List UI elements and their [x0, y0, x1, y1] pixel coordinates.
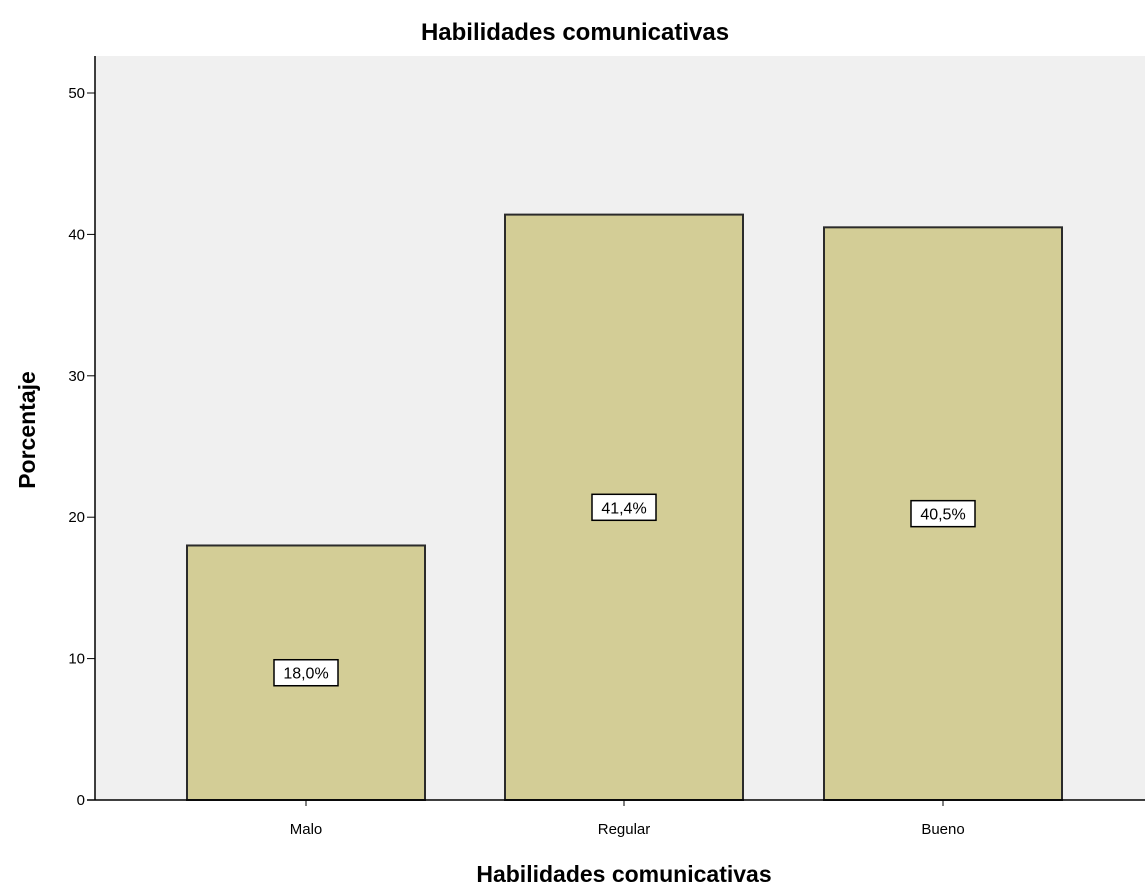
data-label-box: [273, 658, 339, 687]
data-label-box: [910, 499, 976, 528]
chart-title: Habilidades comunicativas: [421, 19, 729, 46]
data-label-box: [591, 493, 657, 522]
y-tick-label: 10: [68, 651, 85, 668]
axes-layer: Malo Regular Bueno 0 10 20 30 40 50: [68, 56, 1145, 838]
data-label: 40,5%: [920, 507, 965, 524]
bars-layer: [186, 213, 1063, 801]
x-tick-label: Bueno: [921, 821, 964, 838]
x-tick-label: Regular: [598, 821, 651, 838]
y-tick-label: 20: [68, 509, 85, 526]
y-tick-label: 40: [68, 226, 85, 243]
x-tick-label: Malo: [290, 821, 323, 838]
data-labels-layer: 18,0% 41,4% 40,5%: [273, 493, 976, 687]
x-axis-title: Habilidades comunicativas: [476, 861, 771, 887]
data-label: 18,0%: [283, 666, 328, 683]
y-tick-label: 50: [68, 85, 85, 102]
y-tick-label: 30: [68, 368, 85, 385]
y-axis-title: Porcentaje: [14, 371, 40, 489]
data-label: 41,4%: [601, 500, 646, 517]
y-tick-label: 0: [77, 792, 85, 809]
